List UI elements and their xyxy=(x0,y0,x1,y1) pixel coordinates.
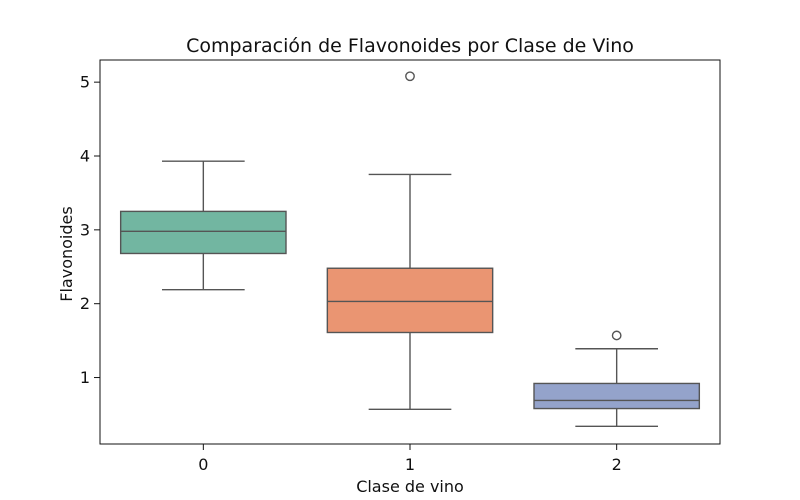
x-tick-label: 2 xyxy=(612,455,622,474)
chart-title: Comparación de Flavonoides por Clase de … xyxy=(186,35,634,57)
y-tick-label: 4 xyxy=(80,147,90,166)
y-tick-label: 1 xyxy=(80,368,90,387)
x-axis-label: Clase de vino xyxy=(356,477,464,496)
box-class-2 xyxy=(533,382,701,410)
y-tick-label: 3 xyxy=(80,220,90,239)
outlier-point xyxy=(611,330,622,341)
x-tick-label: 1 xyxy=(405,455,415,474)
box-class-1 xyxy=(326,267,494,334)
box-class-0 xyxy=(119,210,287,255)
outlier-point xyxy=(405,71,415,82)
y-tick-label: 2 xyxy=(80,294,90,313)
plot-area: 1 2 3 4 5 0 1 2 xyxy=(80,59,721,474)
y-tick-label: 5 xyxy=(80,73,90,92)
y-axis-label: Flavonoides xyxy=(57,206,76,301)
x-tick-label: 0 xyxy=(198,455,208,474)
